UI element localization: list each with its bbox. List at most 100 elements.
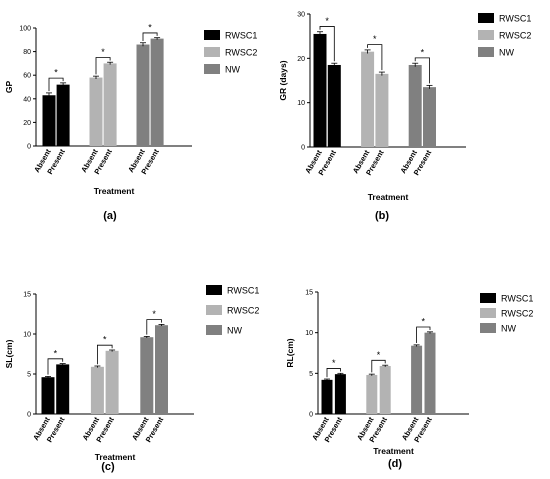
panel-3-bar-0 [41, 377, 55, 414]
panel-2-significance-star-2: * [421, 47, 425, 57]
panel-2-legend-label-0: RWSC1 [499, 14, 531, 24]
panel-2-y-axis-title: GR (days) [278, 60, 288, 100]
panel-2-legend-label-1: RWSC2 [499, 31, 531, 41]
panel-3-y-tick-label-3: 15 [23, 292, 31, 299]
panel-4-bar-4 [411, 345, 423, 414]
panel-4-legend-swatch-0 [480, 293, 496, 303]
panel-4-significance-bracket-2 [416, 326, 431, 344]
panel-4-legend-label-0: RWSC1 [501, 294, 533, 304]
panel-2-legend-swatch-0 [478, 13, 494, 23]
panel-3-significance-bracket-0 [47, 358, 64, 375]
panel-4-legend-swatch-1 [480, 308, 496, 318]
panel-1-y-tick-label-0: 0 [27, 144, 31, 151]
panel-3-bar-2 [90, 366, 104, 414]
panel-3-x-axis-title: Treatment [95, 452, 136, 462]
panel-3-bar-1 [56, 364, 70, 414]
panel-4-significance-bracket-0 [326, 368, 341, 378]
panel-4-legend-swatch-2 [480, 323, 496, 333]
panel-4-y-tick-label-3: 15 [305, 290, 313, 297]
panel-1-bar-0 [42, 95, 56, 146]
panel-4-x-axis-title: Treatment [373, 446, 414, 456]
panel-4-y-tick-label-0: 0 [309, 412, 313, 419]
panel-2-significance-bracket-2 [414, 57, 430, 84]
panel-3-significance-bracket-2 [146, 319, 162, 335]
panel-2-bar-3 [375, 73, 389, 147]
panel-2-significance-star-0: * [325, 16, 329, 26]
panel-3-legend-label-1: RWSC2 [227, 306, 259, 316]
panel-3-y-tick-label-2: 10 [23, 332, 31, 339]
panel-2-legend-swatch-1 [478, 30, 494, 40]
panel-1-bar-4 [136, 44, 150, 146]
panel-1-x-axis-title: Treatment [94, 186, 135, 196]
panel-3-significance-star-0: * [54, 348, 58, 358]
panel-4-significance-star-1: * [377, 350, 381, 360]
panel-4-bar-0 [321, 379, 333, 414]
panel-2-bar-1 [327, 64, 341, 147]
panel-3-legend-label-2: NW [227, 326, 242, 336]
panel-4-bar-5 [424, 332, 436, 414]
panel-3-legend-swatch-0 [206, 285, 222, 295]
panel-4-bar-1 [334, 374, 346, 414]
panel-3-bar-4 [140, 337, 154, 414]
panel-1-legend-swatch-1 [204, 47, 220, 57]
panel-4-panel-label: (d) [388, 458, 402, 470]
panel-2-y-tick-label-0: 0 [301, 145, 305, 152]
panel-2-y-tick-label-3: 30 [297, 12, 305, 19]
panel-1-significance-bracket-0 [48, 77, 64, 92]
panel-3-significance-bracket-1 [97, 344, 113, 365]
panel-3-significance-star-1: * [103, 335, 107, 345]
panel-1-y-tick-label-2: 40 [23, 96, 31, 103]
panel-1-bar-2 [89, 77, 103, 146]
panel-3-y-axis-title: SL(cm) [4, 339, 14, 368]
panel-3-bar-3 [105, 350, 119, 414]
panel-3-panel-label: (c) [101, 461, 115, 473]
panel-4-bar-2 [366, 374, 378, 414]
panel-1-legend-label-1: RWSC2 [225, 48, 257, 58]
panel-3-legend-label-0: RWSC1 [227, 286, 259, 296]
panel-1-panel-label: (a) [103, 210, 117, 222]
panel-2-y-tick-label-2: 20 [297, 56, 305, 63]
panel-2-x-axis-title: Treatment [368, 192, 409, 202]
panel-1-bar-1 [56, 84, 70, 146]
panel-1-y-tick-label-3: 60 [23, 73, 31, 80]
panel-3-significance-star-2: * [152, 309, 156, 319]
panel-4-y-axis-title: RL(cm) [285, 338, 295, 367]
panel-1-y-axis-title: GP [4, 81, 14, 94]
panel-2-panel-label: (b) [375, 210, 389, 222]
panel-2-legend-swatch-2 [478, 47, 494, 57]
panel-1-significance-bracket-2 [142, 32, 158, 41]
panel-1-legend-label-2: NW [225, 65, 240, 75]
panel-4-significance-star-2: * [422, 316, 426, 326]
panel-2-bar-0 [313, 33, 327, 148]
panel-1-legend-label-0: RWSC1 [225, 31, 257, 41]
panel-2-bar-4 [408, 64, 422, 147]
panel-4-y-tick-label-1: 5 [309, 371, 313, 378]
panel-1-significance-star-2: * [148, 22, 152, 32]
panel-3-y-tick-label-1: 5 [27, 372, 31, 379]
panel-1-legend-swatch-2 [204, 64, 220, 74]
panel-1-y-tick-label-1: 20 [23, 120, 31, 127]
panel-4-significance-star-0: * [332, 358, 336, 368]
panel-3-legend-swatch-1 [206, 305, 222, 315]
panel-3-y-tick-label-0: 0 [27, 412, 31, 419]
panel-2-significance-bracket-0 [319, 26, 335, 62]
panel-2-bar-2 [361, 51, 375, 147]
panel-3-bar-5 [155, 325, 168, 414]
panel-1-bar-3 [103, 63, 117, 146]
panel-4-y-tick-label-2: 10 [305, 330, 313, 337]
panel-3-legend-swatch-2 [206, 325, 222, 335]
panel-1-y-tick-label-5: 100 [19, 26, 31, 33]
panel-2-legend-label-2: NW [499, 48, 514, 58]
panel-4-legend-label-1: RWSC2 [501, 309, 533, 319]
panel-2-bar-5 [423, 87, 436, 147]
panel-1-significance-bracket-1 [95, 57, 111, 75]
panel-2-significance-bracket-1 [367, 44, 383, 71]
panel-2-y-tick-label-1: 10 [297, 100, 305, 107]
panel-1-bar-5 [150, 38, 164, 147]
panel-1-y-tick-label-4: 80 [23, 49, 31, 56]
panel-1-legend-swatch-0 [204, 30, 220, 40]
panel-4-legend-label-2: NW [501, 324, 516, 334]
panel-1-significance-star-1: * [101, 47, 105, 57]
panel-4-bar-3 [379, 366, 391, 414]
